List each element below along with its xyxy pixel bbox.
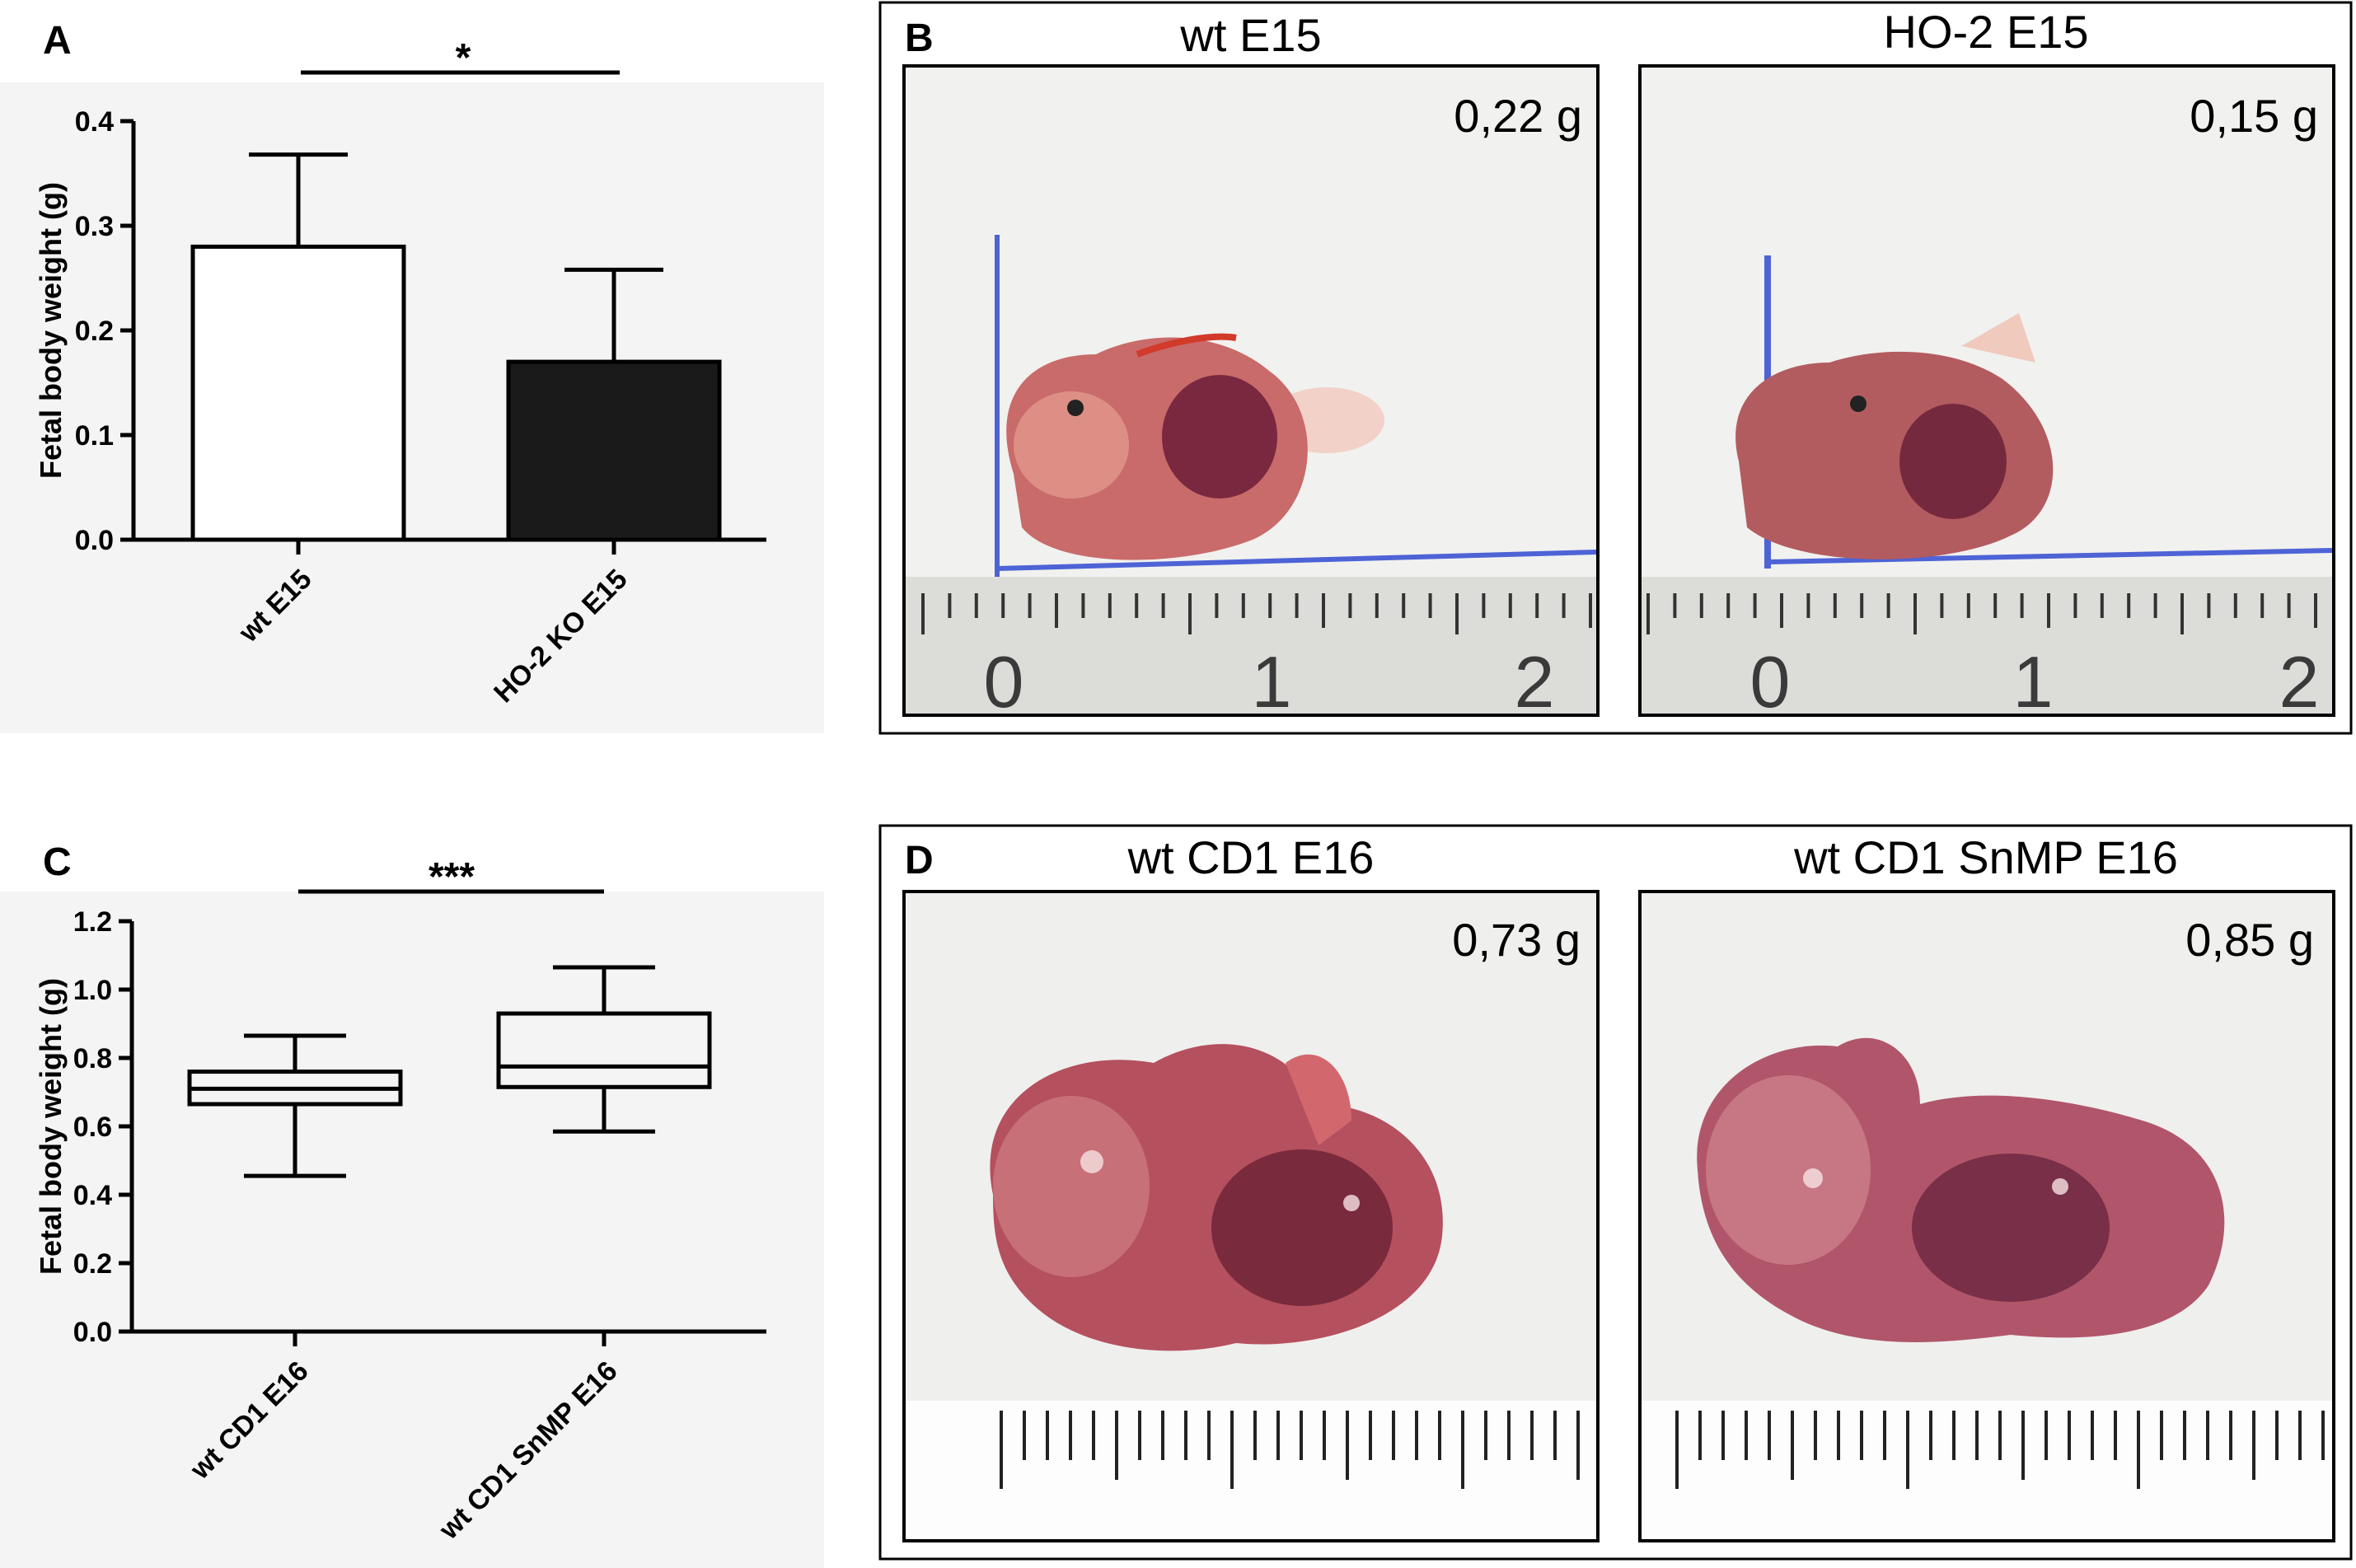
y-tick-label: 0.2 [73, 1248, 112, 1280]
photo-ho2-e15: 0 1 2 [1638, 64, 2335, 723]
photo-weight-ho2-e15: 0,15 g [2190, 90, 2318, 142]
embryo-wt-cd1-snmp-e16 [1697, 1037, 2225, 1342]
embryo-ho2-e15 [1735, 313, 2054, 559]
photo-weight-wt-e15: 0,22 g [1454, 90, 1582, 142]
bar-2 [506, 359, 722, 542]
y-axis-label: Fetal body weight (g) [34, 182, 68, 479]
ruler-label-2: 2 [1515, 641, 1555, 723]
photo-title-wt-cd1-snmp-e16: wt CD1 SnMP E16 [1793, 831, 2178, 883]
y-tick-label: 1.2 [73, 906, 112, 938]
y-tick-label: 0.0 [73, 1317, 112, 1348]
photo-weight-wt-cd1-e16: 0,73 g [1452, 914, 1581, 966]
panel-c-box-plot: C 0.0 0.2 0.4 0.6 0.8 1.0 1.2 Fetal body weight… [0, 840, 824, 1568]
photo-wt-e15: 0 1 2 [902, 64, 1600, 723]
ruler-label-0: 0 [1750, 641, 1791, 723]
panel-d-letter: D [905, 839, 934, 882]
photo-wt-cd1-e16 [902, 890, 1600, 1542]
y-tick-label: 0.0 [75, 525, 114, 556]
ruler-ticks [1000, 1411, 1580, 1489]
ruler-label-0: 0 [984, 641, 1024, 723]
ruler-label-1: 1 [2013, 641, 2054, 723]
y-tick-label: 0.6 [73, 1112, 112, 1143]
box-2 [496, 1011, 712, 1089]
y-tick-label: 0.4 [73, 1180, 112, 1211]
y-tick-label: 1.0 [73, 975, 112, 1006]
panel-b-photos: B wt E15 HO-2 E15 0 1 2 0,22 g [878, 1, 2353, 735]
y-tick-label: 0.4 [75, 106, 114, 138]
bar-1 [190, 244, 406, 542]
photo-weight-wt-cd1-snmp-e16: 0,85 g [2185, 914, 2314, 966]
y-tick-label: 0.8 [73, 1043, 112, 1074]
embryo-wt-e15 [1006, 333, 1384, 560]
photo-title-ho2-e15: HO-2 E15 [1884, 6, 2089, 58]
panel-b-letter: B [905, 16, 934, 60]
ruler-label-1: 1 [1252, 641, 1292, 723]
embryo-wt-cd1-e16 [990, 1044, 1443, 1351]
y-tick-label: 0.2 [75, 316, 114, 347]
ruler-ticks [1675, 1411, 2325, 1489]
y-axis-label: Fetal body weight (g) [34, 978, 68, 1275]
panel-c-background [0, 892, 824, 1568]
panel-d-photos: D wt CD1 E16 wt CD1 SnMP E16 0,73 g [878, 824, 2353, 1561]
ruler-ticks [921, 593, 1592, 634]
y-tick-label: 0.1 [75, 420, 114, 452]
panel-c-letter: C [43, 840, 72, 884]
photo-title-wt-cd1-e16: wt CD1 E16 [1127, 831, 1375, 883]
ruler-ticks [1646, 593, 2317, 634]
significance-marker: * [456, 36, 471, 80]
y-tick-label: 0.3 [75, 211, 114, 242]
photo-title-wt-e15: wt E15 [1179, 9, 1321, 61]
ruler-label-2: 2 [2279, 641, 2320, 723]
panel-a-letter: A [43, 19, 72, 63]
significance-marker: *** [429, 855, 475, 899]
photo-wt-cd1-snmp-e16 [1638, 890, 2335, 1542]
